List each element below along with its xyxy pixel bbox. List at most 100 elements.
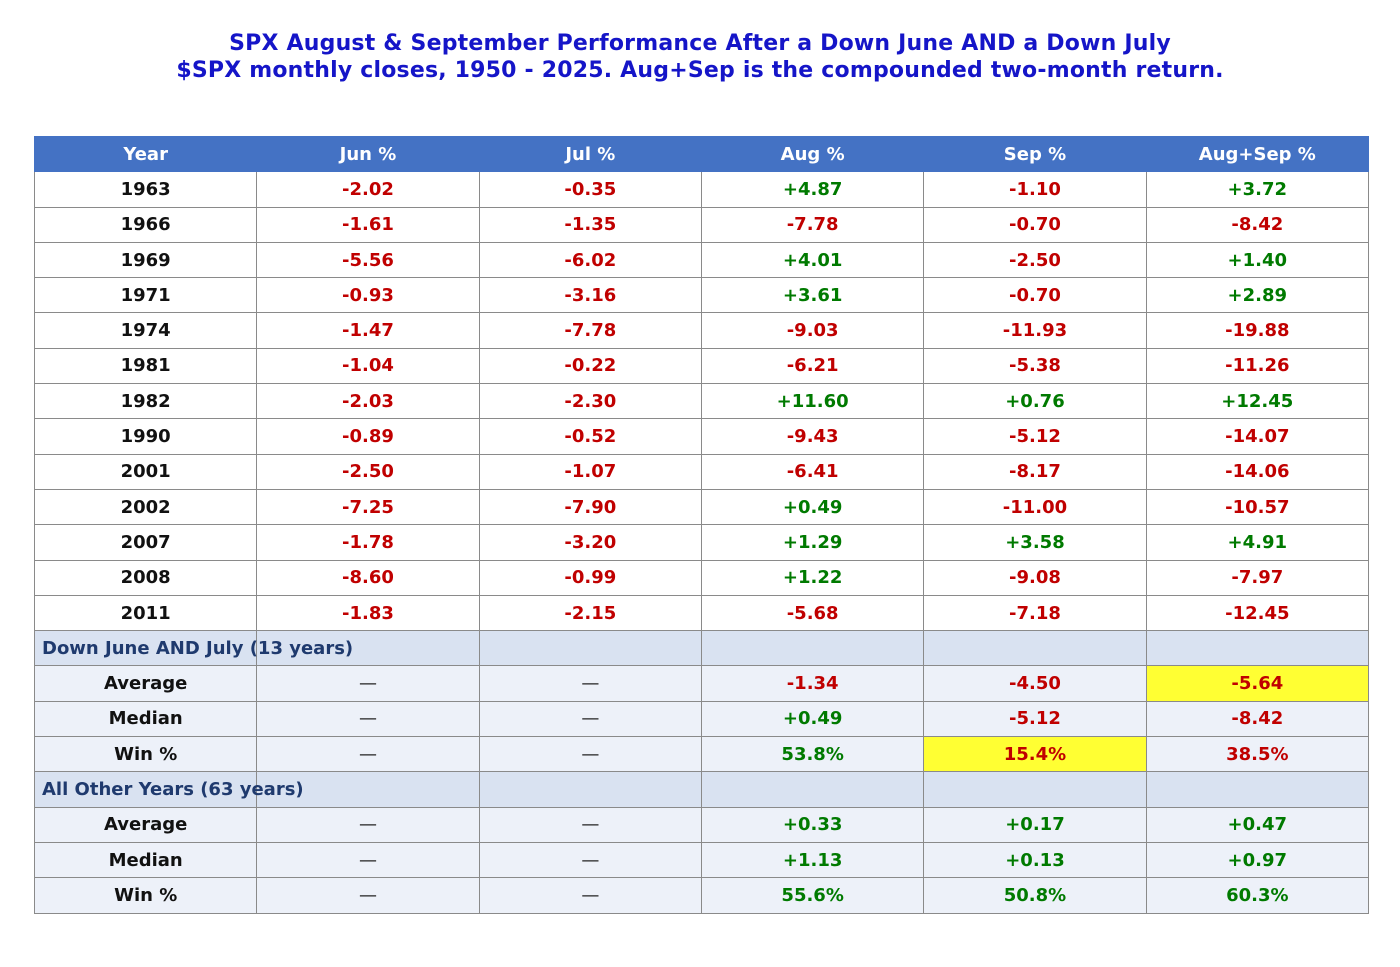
- stat-value-cell: -1.34: [700, 665, 925, 702]
- value-cell: -1.78: [256, 524, 480, 561]
- stat-value-cell: +0.17: [923, 806, 1147, 843]
- value-cell: -6.02: [478, 241, 702, 279]
- value-cell: -10.57: [1145, 488, 1369, 526]
- table-row: 1966 -1.61 -1.35 -7.78 -0.70 -8.42: [33, 206, 1369, 243]
- year-cell: 1982: [33, 383, 258, 420]
- table-row: 1971 -0.93 -3.16 +3.61 -0.70 +2.89: [33, 277, 1369, 314]
- stat-row: Median — — +1.13 +0.13 +0.97: [33, 841, 1369, 879]
- value-cell: -7.97: [1145, 559, 1369, 596]
- value-cell: -7.18: [923, 594, 1147, 632]
- stat-value-cell: 50.8%: [923, 877, 1147, 914]
- value-cell: +0.49: [700, 488, 925, 526]
- year-cell: 1974: [33, 312, 258, 349]
- year-cell: 1966: [33, 206, 258, 243]
- value-cell: +3.58: [923, 524, 1147, 561]
- stat-value-cell: -5.64: [1145, 665, 1369, 702]
- empty-cell: [923, 771, 1147, 808]
- stat-value-cell: +0.47: [1145, 806, 1369, 843]
- stat-name: Median: [33, 700, 258, 738]
- value-cell: +4.01: [700, 241, 925, 279]
- column-header: Aug %: [700, 135, 925, 173]
- value-cell: -1.07: [478, 453, 702, 490]
- column-header: Year: [33, 135, 258, 173]
- stat-value-cell: —: [256, 806, 480, 843]
- section-header-row: Down June AND July (13 years): [33, 630, 1369, 667]
- table-row: 1969 -5.56 -6.02 +4.01 -2.50 +1.40: [33, 241, 1369, 279]
- table-header-row: Year Jun % Jul % Aug % Sep % Aug+Sep %: [33, 135, 1369, 173]
- value-cell: +11.60: [700, 383, 925, 420]
- value-cell: -1.04: [256, 347, 480, 385]
- stat-value-cell: +0.97: [1145, 841, 1369, 879]
- stat-value-cell: —: [478, 665, 702, 702]
- stat-value-cell: —: [256, 841, 480, 879]
- stat-value-cell: —: [478, 841, 702, 879]
- table-row: 1963 -2.02 -0.35 +4.87 -1.10 +3.72: [33, 171, 1369, 208]
- year-cell: 1981: [33, 347, 258, 385]
- value-cell: -9.08: [923, 559, 1147, 596]
- value-cell: -5.38: [923, 347, 1147, 385]
- value-cell: -7.78: [478, 312, 702, 349]
- year-cell: 1971: [33, 277, 258, 314]
- value-cell: +1.22: [700, 559, 925, 596]
- value-cell: -2.03: [256, 383, 480, 420]
- empty-cell: [256, 630, 480, 667]
- value-cell: -1.83: [256, 594, 480, 632]
- value-cell: -5.12: [923, 418, 1147, 455]
- value-cell: -6.41: [700, 453, 925, 490]
- stat-value-cell: +0.13: [923, 841, 1147, 879]
- section-header-row: All Other Years (63 years): [33, 771, 1369, 808]
- year-cell: 2011: [33, 594, 258, 632]
- value-cell: -14.06: [1145, 453, 1369, 490]
- table-row: 1981 -1.04 -0.22 -6.21 -5.38 -11.26: [33, 347, 1369, 385]
- year-cell: 1990: [33, 418, 258, 455]
- table-row: 2002 -7.25 -7.90 +0.49 -11.00 -10.57: [33, 488, 1369, 526]
- stat-value-cell: 15.4%: [923, 736, 1147, 773]
- stat-value-cell: -8.42: [1145, 700, 1369, 738]
- stat-name: Win %: [33, 736, 258, 773]
- value-cell: -0.93: [256, 277, 480, 314]
- value-cell: +4.87: [700, 171, 925, 208]
- stat-name: Average: [33, 806, 258, 843]
- value-cell: -2.02: [256, 171, 480, 208]
- value-cell: -0.89: [256, 418, 480, 455]
- value-cell: -9.03: [700, 312, 925, 349]
- stat-value-cell: —: [478, 806, 702, 843]
- stat-value-cell: -4.50: [923, 665, 1147, 702]
- stat-value-cell: 55.6%: [700, 877, 925, 914]
- value-cell: -12.45: [1145, 594, 1369, 632]
- value-cell: +12.45: [1145, 383, 1369, 420]
- table-row: 1990 -0.89 -0.52 -9.43 -5.12 -14.07: [33, 418, 1369, 455]
- table-row: 2011 -1.83 -2.15 -5.68 -7.18 -12.45: [33, 594, 1369, 632]
- empty-cell: [923, 630, 1147, 667]
- value-cell: -3.20: [478, 524, 702, 561]
- value-cell: -2.50: [256, 453, 480, 490]
- value-cell: -0.70: [923, 277, 1147, 314]
- year-cell: 1963: [33, 171, 258, 208]
- value-cell: +3.72: [1145, 171, 1369, 208]
- column-header: Jun %: [256, 135, 480, 173]
- value-cell: +1.40: [1145, 241, 1369, 279]
- stat-value-cell: —: [478, 736, 702, 773]
- value-cell: -7.78: [700, 206, 925, 243]
- year-cell: 2008: [33, 559, 258, 596]
- value-cell: -8.17: [923, 453, 1147, 490]
- stat-value-cell: 60.3%: [1145, 877, 1369, 914]
- table-body: 1963 -2.02 -0.35 +4.87 -1.10 +3.72 1966 -1.61 -1…: [33, 171, 1369, 914]
- value-cell: -6.21: [700, 347, 925, 385]
- value-cell: -1.61: [256, 206, 480, 243]
- value-cell: -11.26: [1145, 347, 1369, 385]
- stat-value-cell: +1.13: [700, 841, 925, 879]
- value-cell: -0.99: [478, 559, 702, 596]
- stat-value-cell: —: [256, 700, 480, 738]
- stat-value-cell: —: [256, 665, 480, 702]
- stat-value-cell: —: [478, 877, 702, 914]
- empty-cell: [478, 630, 702, 667]
- stat-row: Win % — —53.8% 15.4% 38.5%: [33, 736, 1369, 773]
- stat-value-cell: —: [256, 736, 480, 773]
- value-cell: -7.25: [256, 488, 480, 526]
- value-cell: -9.43: [700, 418, 925, 455]
- year-cell: 2002: [33, 488, 258, 526]
- stat-value-cell: +0.49: [700, 700, 925, 738]
- value-cell: -14.07: [1145, 418, 1369, 455]
- value-cell: +1.29: [700, 524, 925, 561]
